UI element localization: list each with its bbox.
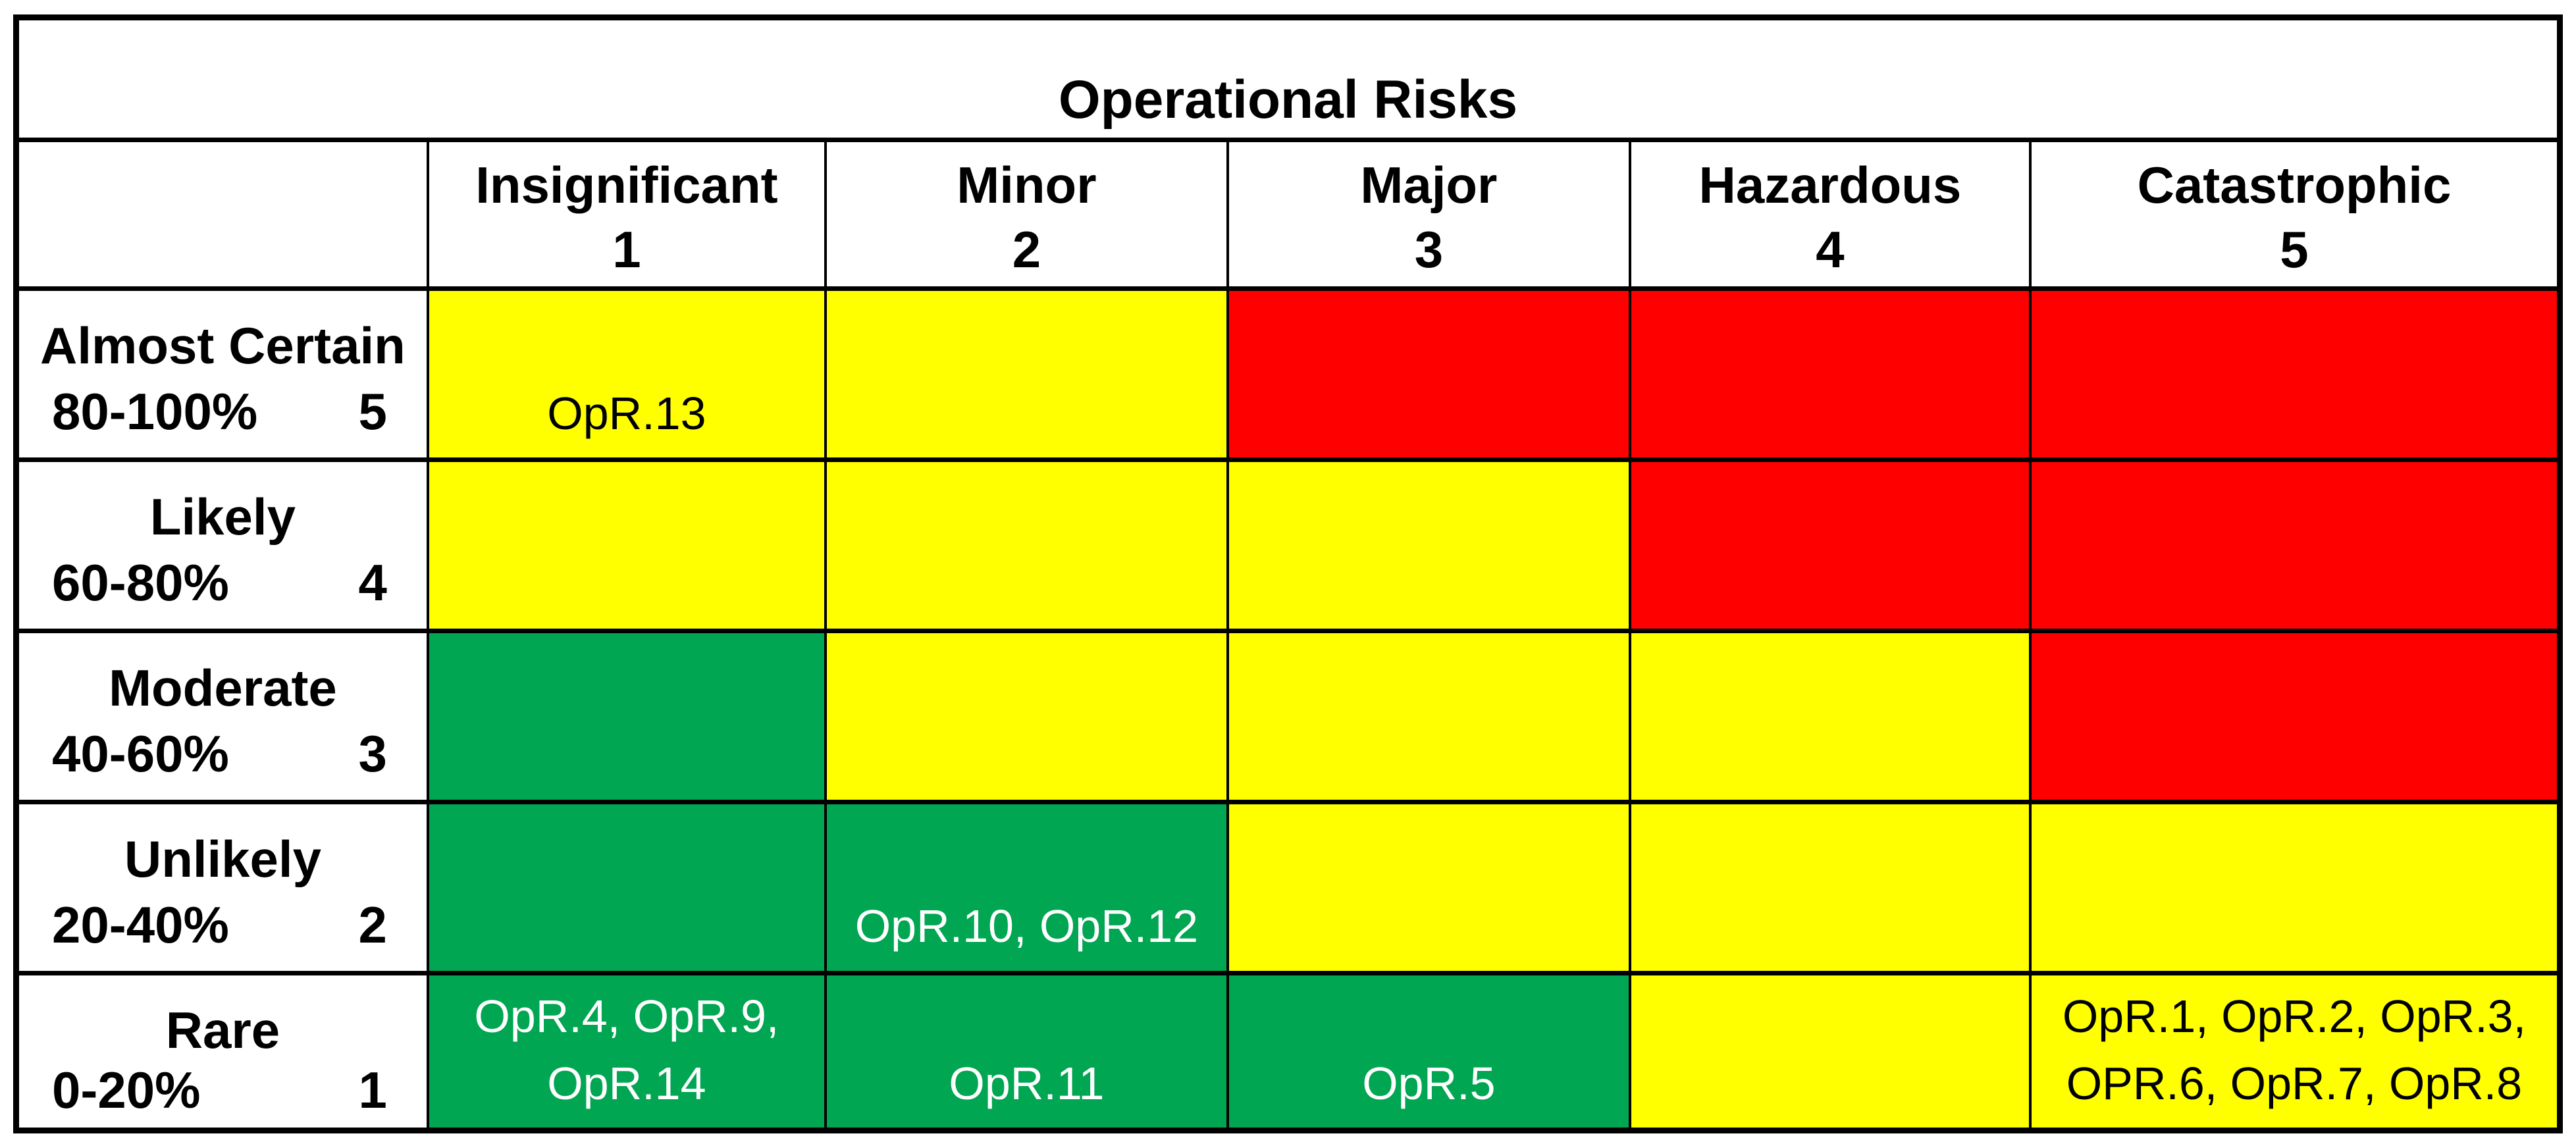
risk-cell-likely-insignificant bbox=[429, 462, 824, 629]
risk-cell-likely-hazardous bbox=[1631, 462, 2029, 629]
column-score: 3 bbox=[1414, 220, 1444, 278]
row-score: 5 bbox=[358, 382, 387, 441]
row-score: 1 bbox=[358, 1060, 387, 1119]
column-header-insignificant: Insignificant 1 bbox=[429, 142, 824, 286]
row-header-unlikely: Unlikely 20-40% 2 bbox=[19, 804, 427, 971]
risk-cell-moderate-insignificant bbox=[429, 633, 824, 800]
column-score: 2 bbox=[1012, 220, 1041, 278]
row-header-likely: Likely 60-80% 4 bbox=[19, 462, 427, 629]
risk-cell-almost-certain-minor bbox=[826, 290, 1226, 458]
risk-cell-almost-certain-insignificant: OpR.13 bbox=[429, 290, 824, 458]
risk-cell-rare-catastrophic: OpR.1, OpR.2, OpR.3, OPR.6, OpR.7, OpR.8 bbox=[2031, 975, 2557, 1128]
risk-cell-likely-major bbox=[1228, 462, 1629, 629]
column-score: 4 bbox=[1816, 220, 1845, 278]
row-label: Likely bbox=[149, 488, 296, 546]
risk-cell-unlikely-hazardous bbox=[1631, 804, 2029, 971]
risk-cell-moderate-minor bbox=[826, 633, 1226, 800]
risk-cell-unlikely-minor: OpR.10, OpR.12 bbox=[826, 804, 1226, 971]
row-label: Unlikely bbox=[124, 830, 321, 889]
risk-cell-almost-certain-hazardous bbox=[1631, 290, 2029, 458]
row-label: Almost Certain bbox=[40, 316, 406, 375]
row-probability: 80-100% bbox=[52, 382, 258, 441]
risk-cell-almost-certain-catastrophic bbox=[2031, 290, 2557, 458]
risk-cell-unlikely-catastrophic bbox=[2031, 804, 2557, 971]
row-label: Rare bbox=[165, 1000, 280, 1059]
row-label: Moderate bbox=[109, 658, 337, 717]
risk-cell-rare-hazardous bbox=[1631, 975, 2029, 1128]
risk-cell-rare-major: OpR.5 bbox=[1228, 975, 1629, 1128]
column-label: Catastrophic bbox=[2137, 156, 2452, 215]
risk-cell-rare-minor: OpR.11 bbox=[826, 975, 1226, 1128]
risk-cell-likely-minor bbox=[826, 462, 1226, 629]
risk-cell-likely-catastrophic bbox=[2031, 462, 2557, 629]
column-header-major: Major 3 bbox=[1228, 142, 1629, 286]
column-score: 5 bbox=[2280, 220, 2309, 278]
row-score: 2 bbox=[358, 895, 387, 954]
matrix-title: Operational Risks bbox=[19, 20, 2557, 138]
row-probability: 60-80% bbox=[52, 553, 229, 611]
risk-cell-unlikely-major bbox=[1228, 804, 1629, 971]
risk-cell-unlikely-insignificant bbox=[429, 804, 824, 971]
risk-cell-moderate-catastrophic bbox=[2031, 633, 2557, 800]
risk-cell-rare-insignificant: OpR.4, OpR.9, OpR.14 bbox=[429, 975, 824, 1128]
row-header-almost-certain: Almost Certain 80-100% 5 bbox=[19, 290, 427, 458]
column-label: Hazardous bbox=[1698, 156, 1962, 215]
risk-cell-almost-certain-major bbox=[1228, 290, 1629, 458]
row-probability: 40-60% bbox=[52, 725, 229, 783]
row-probability: 0-20% bbox=[52, 1060, 201, 1119]
column-label: Insignificant bbox=[475, 156, 778, 215]
row-score: 4 bbox=[358, 553, 387, 611]
column-header-hazardous: Hazardous 4 bbox=[1631, 142, 2029, 286]
column-label: Major bbox=[1360, 156, 1498, 215]
corner-cell bbox=[19, 142, 427, 286]
row-header-rare: Rare 0-20% 1 bbox=[19, 975, 427, 1128]
column-header-catastrophic: Catastrophic 5 bbox=[2031, 142, 2557, 286]
row-probability: 20-40% bbox=[52, 895, 229, 954]
row-header-moderate: Moderate 40-60% 3 bbox=[19, 633, 427, 800]
risk-cell-moderate-hazardous bbox=[1631, 633, 2029, 800]
column-score: 1 bbox=[612, 220, 641, 278]
row-score: 3 bbox=[358, 725, 387, 783]
risk-cell-moderate-major bbox=[1228, 633, 1629, 800]
column-header-minor: Minor 2 bbox=[826, 142, 1226, 286]
column-label: Minor bbox=[957, 156, 1097, 215]
operational-risk-matrix: Operational Risks Insignificant 1 Minor … bbox=[13, 14, 2563, 1133]
